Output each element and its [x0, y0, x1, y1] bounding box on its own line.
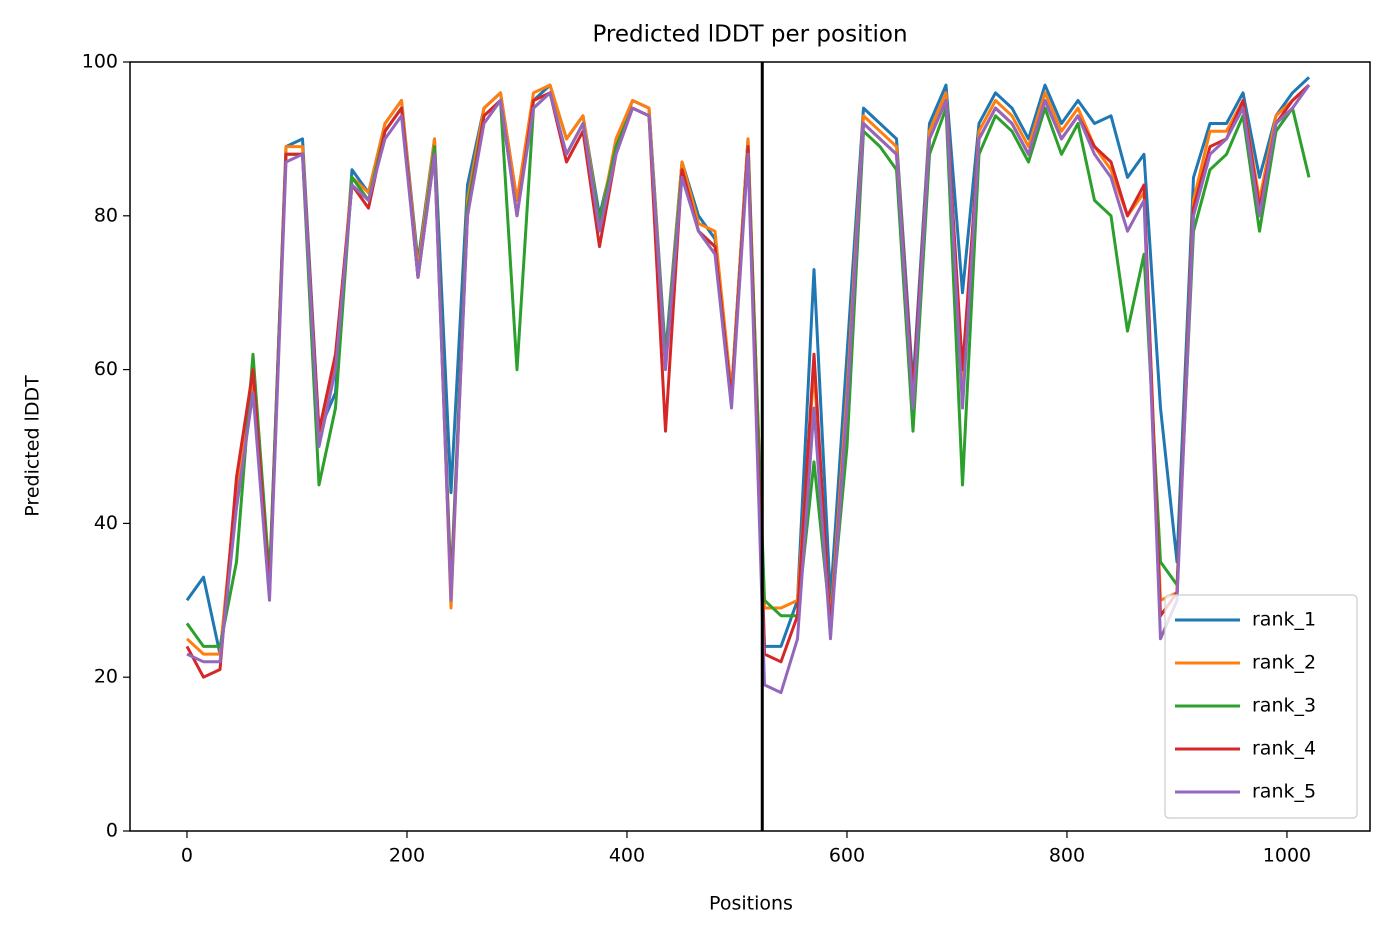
- plot-frame: [129, 61, 1371, 832]
- y-tick-label: 20: [94, 666, 118, 688]
- legend-label: rank_1: [1252, 609, 1316, 631]
- y-axis-label: Predicted lDDT: [22, 375, 44, 517]
- y-tick-label: 40: [94, 512, 118, 534]
- x-tick-label: 400: [609, 845, 645, 867]
- x-axis-label: Positions: [709, 893, 793, 915]
- y-tick-label: 100: [82, 51, 118, 73]
- x-tick-label: 200: [389, 845, 425, 867]
- x-tick-label: 800: [1049, 845, 1085, 867]
- chart-title: Predicted lDDT per position: [592, 22, 907, 48]
- x-tick-label: 600: [829, 845, 865, 867]
- x-tick-label: 0: [181, 845, 193, 867]
- y-tick-label: 80: [94, 204, 118, 226]
- legend-label: rank_3: [1252, 695, 1316, 717]
- y-tick-label: 0: [106, 820, 118, 842]
- x-tick-label: 1000: [1263, 845, 1311, 867]
- y-tick-label: 60: [94, 358, 118, 380]
- legend-label: rank_2: [1252, 652, 1316, 674]
- legend-label: rank_5: [1252, 781, 1316, 803]
- series-line: [186, 84, 1311, 695]
- legend-box: [1164, 594, 1358, 819]
- legend-label: rank_4: [1252, 738, 1316, 760]
